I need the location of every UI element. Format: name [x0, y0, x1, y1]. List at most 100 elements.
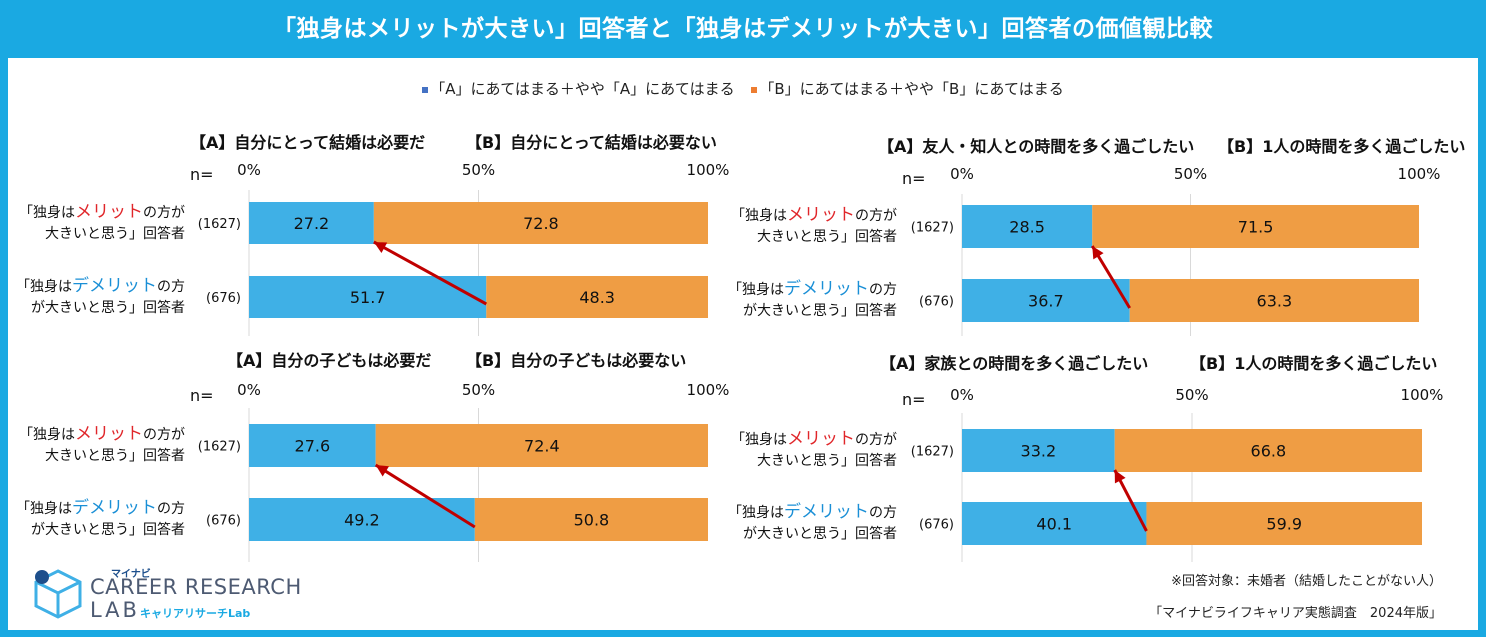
trend-arrowhead: [373, 242, 388, 254]
tick-label: 100%: [1398, 165, 1441, 183]
n-value: (676): [919, 295, 954, 310]
header-b: 【B】1人の時間を多く過ごしたい: [1218, 137, 1465, 156]
row-label-highlight: メリット: [787, 205, 855, 225]
note: ※回答対象：未婚者（結婚したことがない人）: [1171, 574, 1442, 589]
header-b: 【B】自分にとって結婚は必要ない: [466, 133, 717, 152]
legend: 「A」にあてはまる＋やや「A」にあてはまる 「B」にあてはまる＋やや「B」にあて…: [0, 78, 1486, 99]
n-value: (1627): [198, 440, 241, 455]
bar-a: [249, 424, 376, 467]
n-value: (1627): [198, 217, 241, 232]
row-label-highlight: デメリット: [72, 497, 157, 518]
row-label-line1: 「独身はメリットの方が: [731, 205, 897, 225]
tick-label: 100%: [687, 161, 730, 179]
trend-arrow: [373, 240, 488, 306]
n-value: (1627): [911, 445, 954, 460]
n-label: n=: [902, 390, 926, 409]
logo-brand: マイナビ: [111, 569, 151, 580]
tick-label: 0%: [237, 161, 261, 179]
row-label-post: の方が: [855, 432, 897, 448]
row-label-post: の方が: [143, 205, 185, 221]
data-label-b: 59.9: [1266, 515, 1302, 534]
row-label-line2: が大きいと思う」回答者: [31, 299, 185, 316]
row-label-line1: 「独身はデメリットの方: [16, 275, 185, 296]
bar-a: [962, 429, 1115, 472]
row-label-line1: 「独身はデメリットの方: [728, 278, 897, 299]
chart-1: 【A】自分にとって結婚は必要だ 【B】自分にとって結婚は必要ない n= 0% 50% 10…: [16, 133, 729, 336]
data-label-a: 36.7: [1028, 292, 1064, 311]
row-label-line2: 大きいと思う」回答者: [45, 225, 185, 242]
row-label-pre: 「独身は: [731, 208, 787, 224]
bar-a: [962, 279, 1130, 322]
header-a: 【A】家族との時間を多く過ごしたい: [880, 354, 1148, 373]
data-label-a: 40.1: [1036, 515, 1072, 534]
data-label-b: 66.8: [1251, 442, 1287, 461]
data-label-b: 48.3: [579, 288, 615, 307]
bar-a: [249, 202, 374, 244]
row-label-line2: が大きいと思う」回答者: [743, 525, 897, 542]
data-label-b: 72.8: [523, 214, 559, 233]
bar-b: [1114, 429, 1422, 472]
header-a: 【A】自分の子どもは必要だ: [227, 351, 431, 370]
data-label-b: 71.5: [1238, 218, 1274, 237]
tick-label: 50%: [462, 381, 495, 399]
row-label-line1: 「独身はデメリットの方: [16, 497, 185, 518]
tick-label: 100%: [687, 381, 730, 399]
cube-logo-icon: [34, 569, 82, 619]
row-label-pre: 「独身は: [731, 432, 787, 448]
legend-item-a: 「A」にあてはまる＋やや「A」にあてはまる: [422, 78, 735, 99]
chart-2: 【A】友人・知人との時間を多く過ごしたい 【B】1人の時間を多く過ごしたい n= 0%…: [728, 137, 1465, 336]
trend-arrowhead: [375, 465, 390, 477]
bar-b: [375, 424, 708, 467]
n-value: (1627): [911, 221, 954, 236]
trend-arrowhead: [1092, 246, 1104, 260]
data-label-b: 63.3: [1257, 292, 1293, 311]
legend-label-b: 「B」にあてはまる＋やや「B」にあてはまる: [759, 80, 1064, 98]
n-label: n=: [190, 165, 214, 184]
row-label-line2: 大きいと思う」回答者: [757, 228, 897, 245]
trend-arrowhead: [1114, 470, 1126, 484]
row-label-post: の方が: [143, 427, 185, 443]
row-label-highlight: メリット: [75, 424, 143, 444]
n-label: n=: [902, 169, 926, 188]
header-a: 【A】自分にとって結婚は必要だ: [190, 133, 425, 152]
tick-label: 50%: [1174, 165, 1207, 183]
row-label-highlight: メリット: [787, 429, 855, 449]
row-label-post: の方: [157, 279, 185, 295]
data-label-a: 27.6: [295, 437, 331, 456]
chart-4: 【A】家族との時間を多く過ごしたい 【B】1人の時間を多く過ごしたい n= 0% 50%…: [728, 354, 1443, 562]
chart-3: 【A】自分の子どもは必要だ 【B】自分の子どもは必要ない n= 0% 50% 100% 27…: [16, 351, 729, 562]
data-label-b: 50.8: [574, 511, 610, 530]
legend-label-a: 「A」にあてはまる＋やや「A」にあてはまる: [430, 80, 735, 98]
row-label-line1: 「独身はメリットの方が: [731, 429, 897, 449]
logo-lab-text: LAB: [90, 598, 140, 622]
row-label-pre: 「独身は: [19, 205, 75, 221]
data-label-a: 27.2: [294, 214, 330, 233]
tick-label: 50%: [1175, 386, 1208, 404]
bar-b: [373, 202, 708, 244]
trend-arrow: [374, 463, 476, 529]
bar-b: [1129, 279, 1419, 322]
tick-label: 0%: [950, 386, 974, 404]
row-label-line2: 大きいと思う」回答者: [45, 447, 185, 464]
row-label-highlight: メリット: [75, 202, 143, 222]
data-label-a: 33.2: [1021, 442, 1057, 461]
row-label-highlight: デメリット: [72, 275, 157, 296]
bar-b: [486, 276, 708, 318]
row-label-pre: 「独身は: [728, 505, 784, 521]
row-label-pre: 「独身は: [16, 279, 72, 295]
row-label-line2: が大きいと思う」回答者: [31, 521, 185, 538]
row-label-post: の方: [869, 282, 897, 298]
header-b: 【B】自分の子どもは必要ない: [466, 351, 686, 370]
bar-b: [474, 498, 708, 541]
logo: マイナビ CAREER RESEARCH LAB キャリアリサーチLab: [28, 565, 301, 625]
row-label-highlight: デメリット: [784, 278, 869, 299]
row-label-line2: 大きいと思う」回答者: [757, 452, 897, 469]
row-label-pre: 「独身は: [728, 282, 784, 298]
n-value: (676): [206, 291, 241, 306]
row-label-line1: 「独身はメリットの方が: [19, 424, 185, 444]
data-label-a: 28.5: [1009, 218, 1045, 237]
row-label-line2: が大きいと思う」回答者: [743, 302, 897, 319]
data-label-a: 51.7: [350, 288, 386, 307]
data-label-b: 72.4: [524, 437, 560, 456]
logo-sub-text: キャリアリサーチLab: [140, 607, 251, 620]
